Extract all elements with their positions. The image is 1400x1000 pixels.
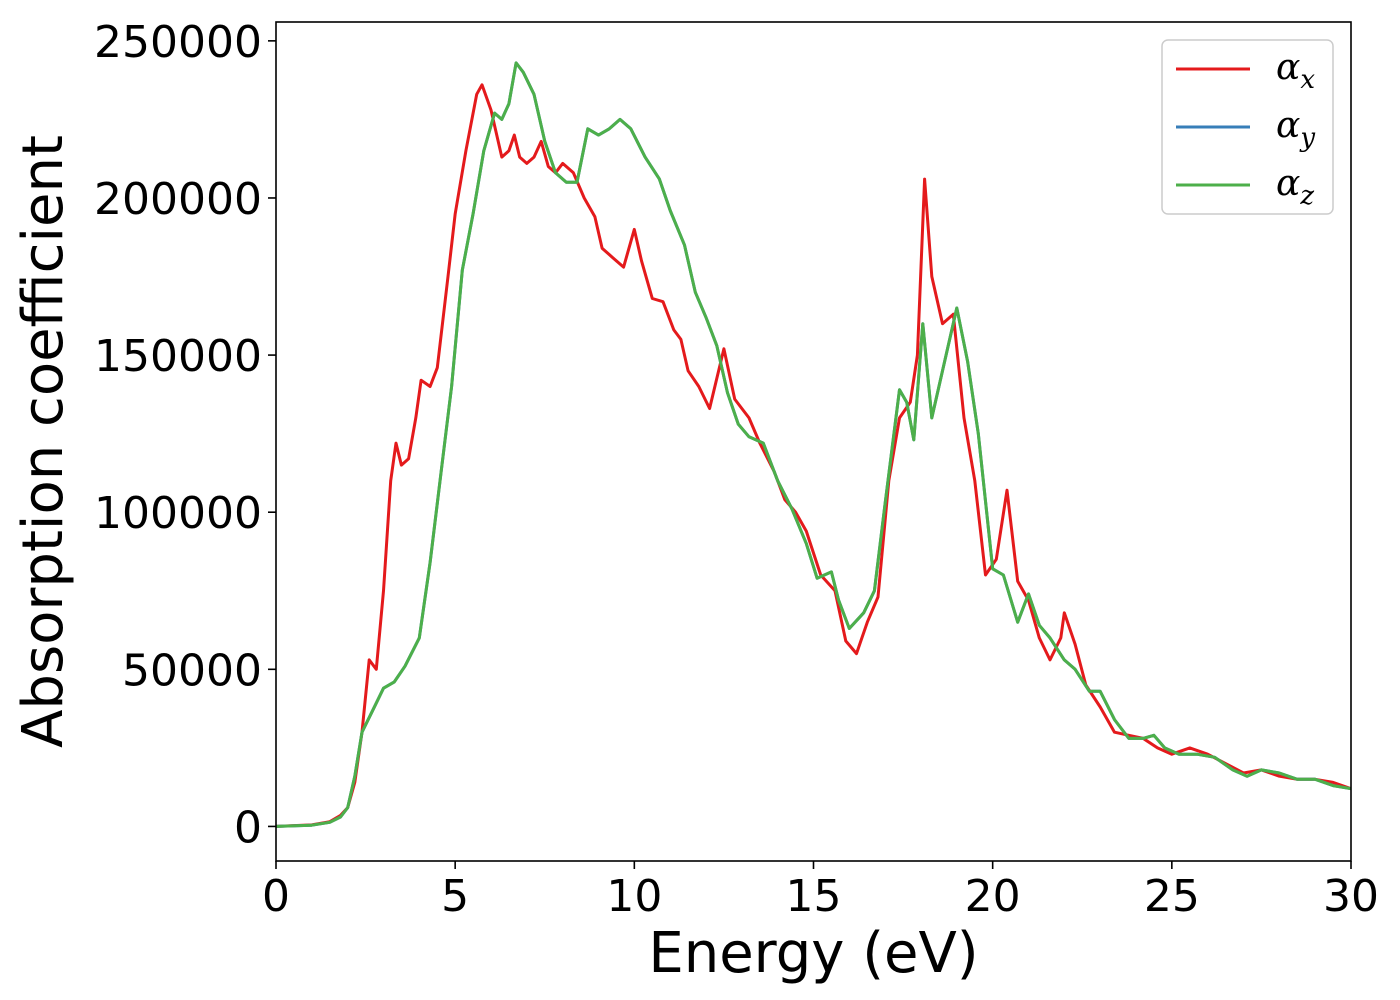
series-line-z (275, 61, 1352, 828)
x-tick-label: 5 (441, 871, 469, 922)
y-tick-label: 100000 (94, 488, 262, 539)
y-tick-label: 250000 (94, 17, 262, 68)
x-tick-label: 30 (1323, 871, 1379, 922)
x-tick-label: 25 (1144, 871, 1200, 922)
x-tick-label: 10 (606, 871, 662, 922)
x-axis-label: Energy (eV) (648, 921, 978, 986)
legend: αx αy αz (1161, 39, 1334, 215)
x-tick-label: 20 (965, 871, 1021, 922)
y-tick-label: 50000 (122, 645, 262, 696)
x-axis-ticks: 0 5 10 15 20 25 30 (262, 861, 1379, 922)
y-axis-ticks: 0 50000 100000 150000 200000 250000 (94, 17, 276, 853)
legend-label-z: αz (1276, 163, 1314, 211)
plot-area (275, 61, 1352, 828)
legend-label-y: αy (1276, 105, 1315, 153)
x-tick-label: 15 (786, 871, 842, 922)
y-tick-label: 0 (234, 802, 262, 853)
y-axis-label: Absorption coefficient (11, 135, 76, 748)
series-line-x (275, 83, 1352, 828)
plot-frame (275, 21, 1352, 862)
legend-label-x: αx (1276, 47, 1315, 95)
y-tick-label: 200000 (94, 174, 262, 225)
x-tick-label: 0 (262, 871, 290, 922)
y-tick-label: 150000 (94, 331, 262, 382)
